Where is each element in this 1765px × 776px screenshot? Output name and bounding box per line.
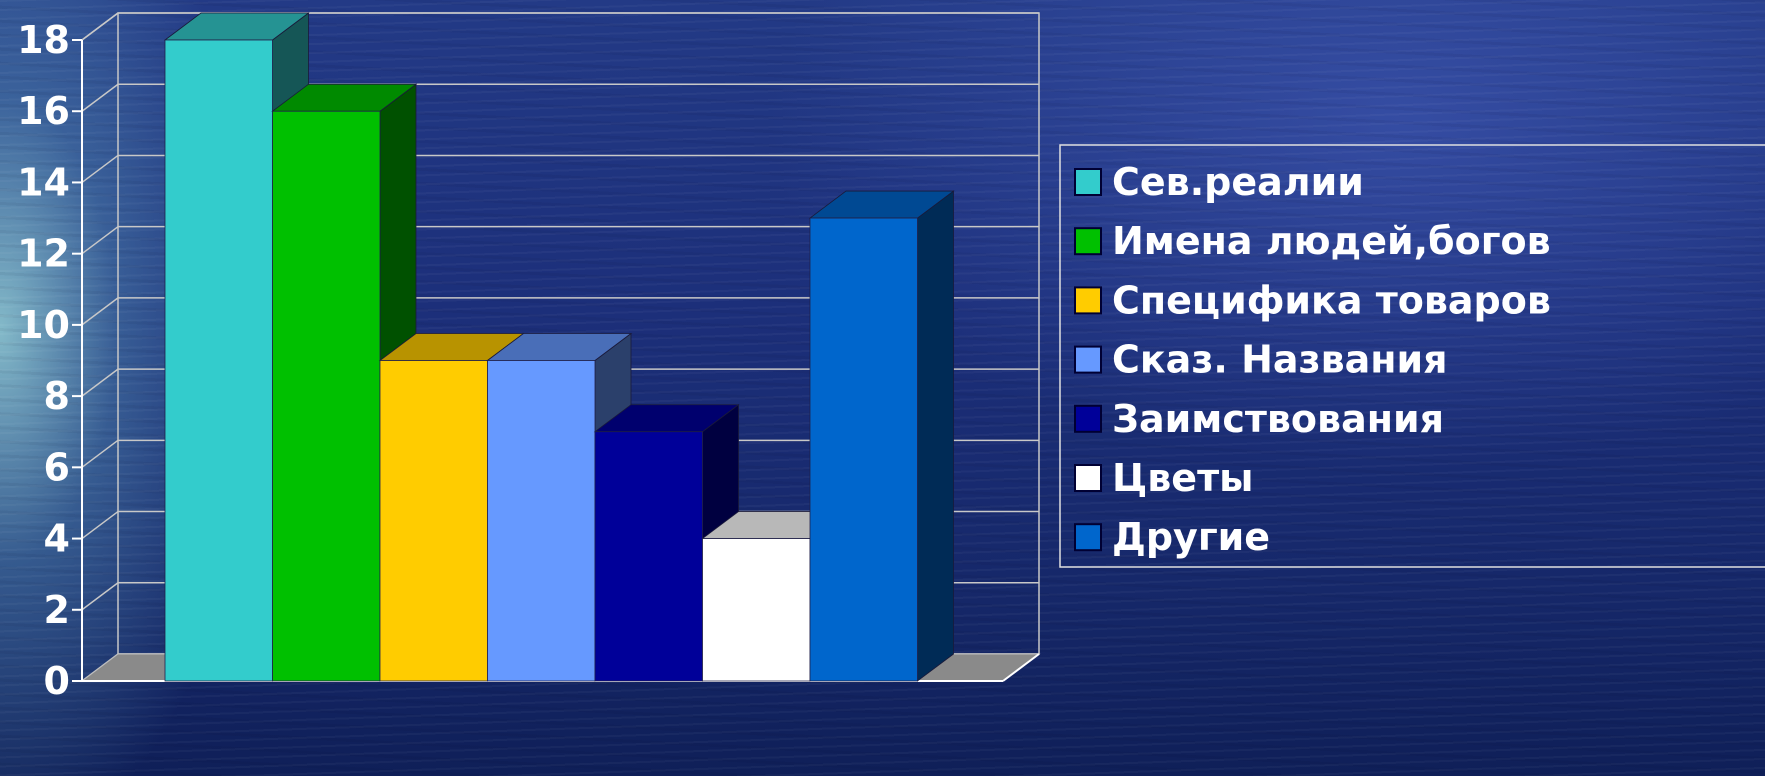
legend-label: Другие	[1112, 515, 1270, 559]
legend: Сев.реалии Имена людей,богов Специфика тов…	[1059, 144, 1765, 568]
y-tick-label: 0	[44, 659, 70, 703]
y-tick-label: 4	[44, 517, 70, 561]
legend-box	[1059, 144, 1765, 568]
gridline-side	[81, 154, 119, 184]
legend-swatch	[1074, 523, 1102, 552]
legend-swatch	[1074, 404, 1102, 433]
y-tick-label: 10	[17, 303, 70, 347]
legend-label: Сев.реалии	[1112, 160, 1364, 204]
bar-front-face	[379, 360, 488, 682]
legend-swatch	[1074, 464, 1102, 492]
y-tick-label: 16	[17, 89, 70, 133]
y-axis: 0 2 4 6 8 10 12 14 16 18	[17, 18, 83, 703]
y-tick-label: 18	[17, 18, 70, 62]
y-tick-label: 8	[44, 374, 70, 418]
legend-swatch	[1074, 227, 1102, 256]
legend-label: Специфика товаров	[1112, 278, 1551, 322]
bar-front-face	[487, 360, 596, 682]
gridline-side	[81, 510, 119, 540]
gridline-side	[81, 297, 119, 326]
bars	[163, 12, 955, 682]
legend-swatch	[1074, 168, 1102, 196]
gridline-side	[81, 12, 119, 41]
bar-front-face	[809, 217, 918, 682]
y-tick-label: 12	[17, 232, 70, 276]
bar-front-face	[164, 39, 273, 682]
y-tick-label: 14	[17, 160, 70, 204]
gridline-side	[81, 226, 119, 255]
gridline-side	[81, 582, 119, 611]
gridline-side	[81, 368, 119, 397]
legend-swatch	[1074, 286, 1102, 315]
y-tick-label: 2	[44, 588, 70, 632]
legend-label: Сказ. Названия	[1112, 338, 1448, 382]
bar-front-face	[702, 538, 811, 682]
bar-front-face	[594, 431, 703, 682]
legend-label: Заимствования	[1112, 397, 1444, 441]
y-tick-label: 6	[44, 445, 70, 489]
legend-label: Цветы	[1112, 456, 1253, 500]
bar-side-face	[917, 190, 954, 682]
bar-front-face	[272, 110, 381, 682]
legend-swatch	[1074, 345, 1102, 374]
floor-right-edge	[1002, 653, 1040, 682]
legend-label: Имена людей,богов	[1112, 219, 1551, 263]
gridline-side	[81, 83, 119, 112]
gridline-side	[81, 439, 119, 468]
bar-7	[808, 190, 955, 682]
